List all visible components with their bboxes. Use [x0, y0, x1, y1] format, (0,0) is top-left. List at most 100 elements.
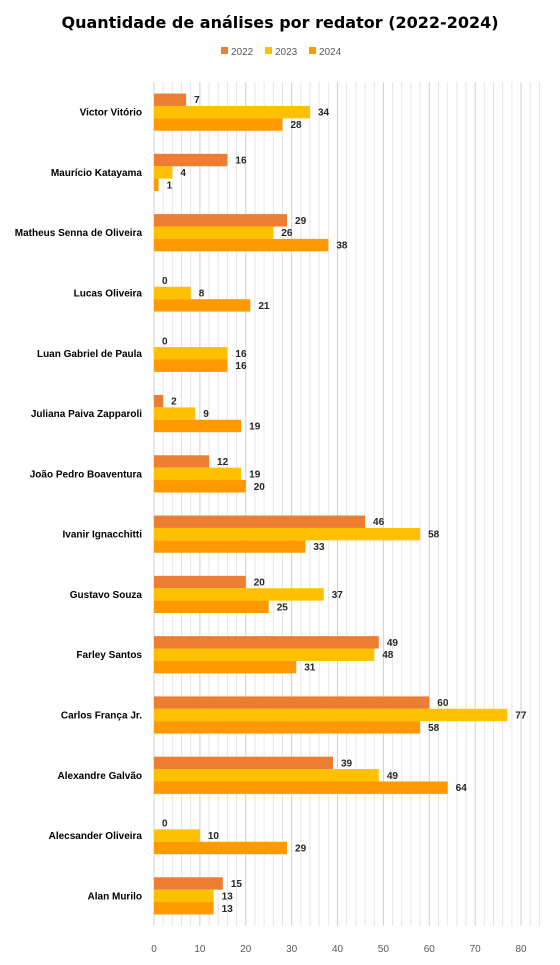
category-label: Juliana Paiva Zapparoli: [31, 409, 142, 420]
grid-lines: [153, 82, 540, 926]
legend-item-2024: 2024: [309, 47, 342, 58]
category-label: Matheus Senna de Oliveira: [15, 228, 143, 239]
category-label: Alecsander Oliveira: [49, 831, 143, 842]
legend: 2022 2023 2024: [221, 47, 342, 58]
legend-label: 2023: [275, 47, 298, 58]
category-label: Victor Vitório: [80, 108, 142, 119]
bar-2022: [154, 214, 288, 227]
bars: [154, 93, 508, 915]
data-label: 0: [162, 276, 168, 287]
bar-2022: [154, 455, 210, 468]
data-label: 1: [167, 180, 173, 191]
bar-2022: [154, 515, 366, 528]
legend-swatch: [309, 47, 316, 54]
x-tick-label: 50: [378, 944, 390, 955]
data-label: 31: [304, 663, 316, 674]
data-label: 20: [254, 578, 266, 589]
bar-2022: [154, 877, 223, 890]
bar-2023: [154, 829, 200, 842]
bar-2024: [154, 781, 448, 794]
data-label: 19: [249, 469, 261, 480]
legend-label: 2022: [231, 47, 254, 58]
bar-2024: [154, 902, 214, 915]
data-label: 49: [387, 638, 399, 649]
bar-2023: [154, 407, 196, 420]
bar-2023: [154, 347, 228, 360]
legend-label: 2024: [319, 47, 342, 58]
data-label: 60: [437, 698, 449, 709]
category-label: Lucas Oliveira: [74, 289, 143, 300]
data-label: 16: [235, 156, 247, 167]
category-label: Ivanir Ignacchitti: [63, 530, 143, 541]
data-label: 58: [428, 530, 440, 541]
data-label: 38: [336, 241, 348, 252]
data-label: 34: [318, 108, 330, 119]
bar-2022: [154, 575, 246, 589]
data-label: 77: [515, 711, 527, 722]
x-tick-label: 70: [470, 944, 482, 955]
data-label: 19: [249, 421, 261, 432]
legend-swatch: [265, 47, 272, 54]
legend-item-2022: 2022: [221, 47, 254, 58]
data-label: 16: [235, 361, 247, 372]
bar-2023: [154, 648, 375, 661]
bar-2023: [154, 889, 214, 903]
x-tick-label: 10: [194, 944, 206, 955]
data-label: 16: [235, 349, 247, 360]
data-label: 64: [456, 783, 468, 794]
bar-2024: [154, 238, 329, 252]
data-label: 58: [428, 723, 440, 734]
data-label: 9: [203, 409, 209, 420]
x-tick-label: 30: [286, 944, 298, 955]
category-label: Carlos França Jr.: [61, 711, 142, 722]
bar-2023: [154, 166, 173, 179]
bar-2023: [154, 467, 242, 481]
bar-2024: [154, 118, 283, 131]
bar-2024: [154, 660, 297, 674]
bar-2024: [154, 600, 269, 614]
category-label: Luan Gabriel de Paula: [37, 349, 142, 360]
bar-2024: [154, 841, 288, 855]
data-label: 26: [281, 228, 293, 239]
x-axis: 0 10 20 30 40 50 60 70 80: [151, 944, 527, 955]
data-label: 29: [295, 216, 307, 227]
data-label: 4: [180, 168, 186, 179]
bar-2022: [154, 696, 430, 709]
chart-title: Quantidade de análises por redator (2022…: [61, 13, 498, 32]
category-label: Farley Santos: [76, 650, 142, 661]
data-label: 33: [313, 542, 325, 553]
data-label: 20: [254, 482, 266, 493]
x-tick-label: 80: [515, 944, 527, 955]
bar-2024: [154, 299, 251, 312]
data-label: 46: [373, 517, 385, 528]
legend-item-2023: 2023: [265, 47, 298, 58]
x-tick-label: 40: [332, 944, 344, 955]
bar-2024: [154, 419, 242, 433]
data-label: 2: [171, 397, 177, 408]
category-label: Alexandre Galvão: [58, 771, 142, 782]
bar-2024: [154, 178, 159, 192]
x-tick-label: 0: [151, 944, 157, 955]
bar-2022: [154, 153, 228, 167]
bar-2022: [154, 636, 379, 649]
bar-2024: [154, 359, 228, 372]
data-label: 0: [162, 819, 168, 830]
data-label: 48: [382, 650, 394, 661]
bar-2023: [154, 588, 324, 601]
x-tick-label: 60: [424, 944, 436, 955]
data-label: 49: [387, 771, 399, 782]
data-label: 12: [217, 457, 229, 468]
x-tick-label: 20: [240, 944, 252, 955]
bar-2024: [154, 721, 421, 734]
bar-2023: [154, 769, 379, 782]
bar-2024: [154, 480, 246, 493]
bar-2023: [154, 226, 274, 239]
bar-2023: [154, 708, 508, 722]
data-label: 8: [199, 289, 205, 300]
bar-2023: [154, 527, 421, 541]
data-label: 29: [295, 843, 307, 854]
legend-swatch: [221, 47, 228, 54]
bar-2023: [154, 105, 310, 119]
category-label: João Pedro Boaventura: [30, 469, 143, 480]
